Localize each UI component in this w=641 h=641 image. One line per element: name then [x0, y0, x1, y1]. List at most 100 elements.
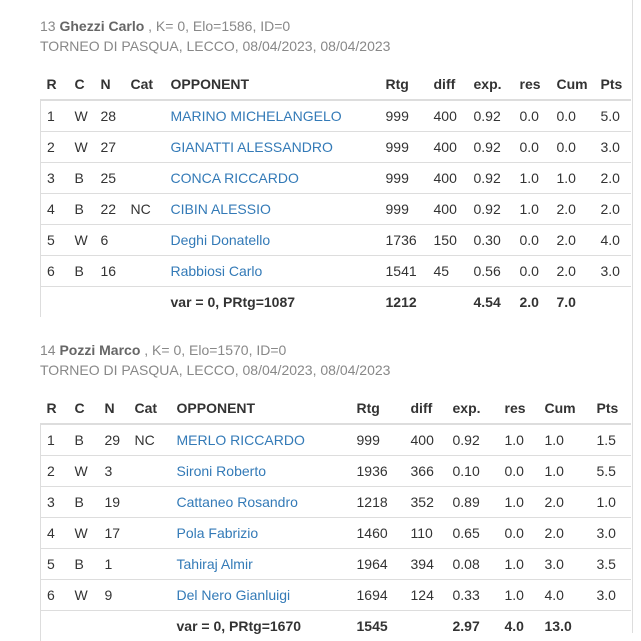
cell-color: B	[69, 256, 95, 287]
cell-expected: 0.10	[447, 456, 499, 487]
opponent-link[interactable]: Tahiraj Almir	[177, 556, 253, 572]
games-table: R C N Cat OPPONENT Rtg diff exp. res Cum…	[40, 393, 631, 641]
cell-category	[125, 132, 165, 163]
col-header-exp: exp.	[447, 393, 499, 424]
cell-opponent: MERLO RICCARDO	[171, 424, 351, 456]
cell-empty	[95, 287, 125, 318]
cell-empty	[405, 611, 447, 641]
cell-result: 1.0	[514, 194, 551, 225]
summary-expected: 4.54	[468, 287, 514, 318]
cell-result: 0.0	[499, 456, 539, 487]
cell-round: 5	[41, 225, 69, 256]
cell-result: 1.0	[499, 549, 539, 580]
cell-empty	[41, 287, 69, 318]
cell-cumulative: 0.0	[551, 132, 595, 163]
cell-cumulative: 2.0	[551, 194, 595, 225]
cell-result: 0.0	[514, 100, 551, 132]
col-header-exp: exp.	[468, 69, 514, 100]
opponent-link[interactable]: Rabbiosi Carlo	[171, 263, 263, 279]
col-header-r: R	[41, 69, 69, 100]
cell-color: W	[69, 132, 95, 163]
opponent-link[interactable]: MERLO RICCARDO	[177, 432, 305, 448]
cell-category: NC	[129, 424, 171, 456]
tournament-line: TORNEO DI PASQUA, LECCO, 08/04/2023, 08/…	[40, 36, 630, 56]
cell-rating: 1694	[351, 580, 405, 611]
cell-round: 3	[41, 163, 69, 194]
col-header-res: res	[514, 69, 551, 100]
cell-result: 0.0	[514, 132, 551, 163]
cell-rating: 999	[380, 132, 428, 163]
cell-number: 17	[99, 518, 129, 549]
col-header-c: C	[69, 69, 95, 100]
col-header-cum: Cum	[551, 69, 595, 100]
cell-cumulative: 1.0	[539, 456, 591, 487]
cell-round: 5	[41, 549, 69, 580]
cell-number: 1	[99, 549, 129, 580]
cell-round: 3	[41, 487, 69, 518]
player-meta: , K= 0, Elo=1570, ID=0	[144, 342, 286, 358]
opponent-link[interactable]: CONCA RICCARDO	[171, 170, 299, 186]
opponent-link[interactable]: CIBIN ALESSIO	[171, 201, 271, 217]
opponent-link[interactable]: MARINO MICHELANGELO	[171, 108, 342, 124]
cell-opponent: Cattaneo Rosandro	[171, 487, 351, 518]
cell-color: B	[69, 424, 99, 456]
cell-number: 6	[95, 225, 125, 256]
opponent-link[interactable]: Del Nero Gianluigi	[177, 587, 291, 603]
cell-rating: 1460	[351, 518, 405, 549]
cell-color: B	[69, 194, 95, 225]
cell-points: 1.0	[591, 487, 631, 518]
cell-cumulative: 1.0	[539, 424, 591, 456]
col-header-cat: Cat	[129, 393, 171, 424]
col-header-res: res	[499, 393, 539, 424]
cell-points: 2.0	[595, 194, 631, 225]
games-table: R C N Cat OPPONENT Rtg diff exp. res Cum…	[40, 69, 631, 317]
col-header-cum: Cum	[539, 393, 591, 424]
cell-round: 1	[41, 424, 69, 456]
cell-round: 1	[41, 100, 69, 132]
cell-number: 28	[95, 100, 125, 132]
summary-label: var = 0, PRtg=1087	[165, 287, 380, 318]
cell-opponent: Rabbiosi Carlo	[165, 256, 380, 287]
cell-diff: 394	[405, 549, 447, 580]
cell-empty	[125, 287, 165, 318]
table-row: 1 W 28 MARINO MICHELANGELO 999 400 0.92 …	[41, 100, 631, 132]
cell-cumulative: 1.0	[551, 163, 595, 194]
cell-diff: 400	[428, 100, 468, 132]
cell-cumulative: 4.0	[539, 580, 591, 611]
opponent-link[interactable]: Cattaneo Rosandro	[177, 494, 298, 510]
col-header-cat: Cat	[125, 69, 165, 100]
summary-avg-rating: 1545	[351, 611, 405, 641]
cell-result: 1.0	[499, 580, 539, 611]
cell-diff: 400	[428, 163, 468, 194]
cell-diff: 150	[428, 225, 468, 256]
cell-color: W	[69, 580, 99, 611]
player-number: 14	[40, 342, 56, 358]
cell-points: 1.5	[591, 424, 631, 456]
summary-avg-rating: 1212	[380, 287, 428, 318]
cell-round: 4	[41, 194, 69, 225]
cell-round: 6	[41, 256, 69, 287]
summary-cumulative: 13.0	[539, 611, 591, 641]
cell-rating: 1541	[380, 256, 428, 287]
cell-round: 2	[41, 456, 69, 487]
cell-round: 6	[41, 580, 69, 611]
opponent-link[interactable]: Deghi Donatello	[171, 232, 271, 248]
table-row: 3 B 19 Cattaneo Rosandro 1218 352 0.89 1…	[41, 487, 631, 518]
cell-color: B	[69, 549, 99, 580]
cell-diff: 400	[428, 194, 468, 225]
cell-diff: 352	[405, 487, 447, 518]
cell-category: NC	[125, 194, 165, 225]
cell-diff: 124	[405, 580, 447, 611]
cell-diff: 110	[405, 518, 447, 549]
table-row: 4 W 17 Pola Fabrizio 1460 110 0.65 0.0 2…	[41, 518, 631, 549]
cell-cumulative: 2.0	[539, 487, 591, 518]
cell-color: W	[69, 456, 99, 487]
opponent-link[interactable]: GIANATTI ALESSANDRO	[171, 139, 333, 155]
opponent-link[interactable]: Pola Fabrizio	[177, 525, 259, 541]
cell-points: 5.0	[595, 100, 631, 132]
cell-expected: 0.56	[468, 256, 514, 287]
player-header: 13 Ghezzi Carlo , K= 0, Elo=1586, ID=0	[40, 16, 630, 36]
cell-points: 2.0	[595, 163, 631, 194]
opponent-link[interactable]: Sironi Roberto	[177, 463, 267, 479]
cell-rating: 999	[380, 100, 428, 132]
